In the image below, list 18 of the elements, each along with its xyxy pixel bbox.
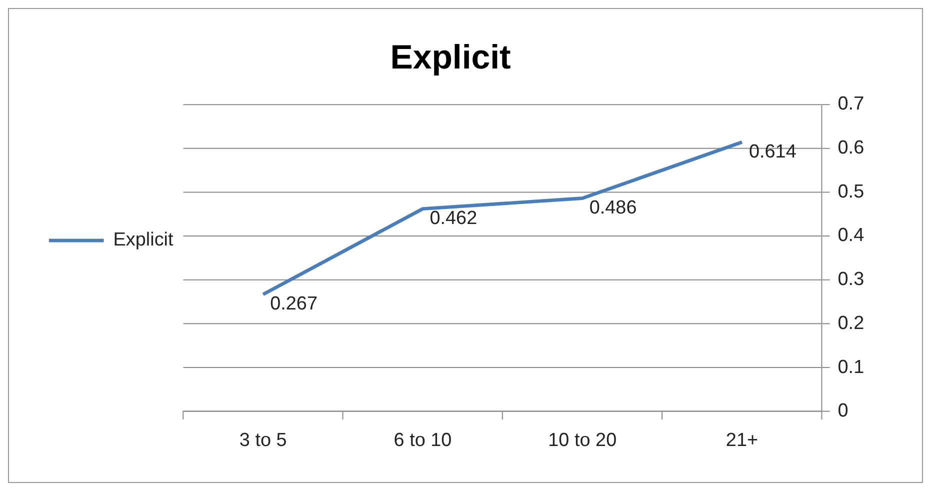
data-label: 0.267 — [270, 294, 318, 315]
legend-label: Explicit — [113, 230, 174, 251]
y-tick-label: 0.3 — [838, 269, 864, 290]
y-tick-label: 0.2 — [838, 312, 864, 334]
y-tick-label: 0.4 — [838, 225, 864, 246]
x-tick-label: 10 to 20 — [548, 430, 617, 451]
x-tick-label: 3 to 5 — [239, 430, 287, 451]
x-tick-label: 21+ — [726, 430, 758, 451]
y-tick-label: 0.5 — [838, 181, 864, 202]
y-tick-label: 0.7 — [838, 94, 864, 115]
y-tick-label: 0.6 — [838, 137, 864, 158]
y-tick-label: 0 — [838, 400, 848, 422]
data-label: 0.614 — [748, 141, 796, 162]
y-tick-label: 0.1 — [838, 356, 864, 378]
data-label: 0.462 — [430, 208, 478, 229]
x-tick-label: 6 to 10 — [394, 430, 452, 451]
chart-title: Explicit — [390, 38, 511, 77]
data-label: 0.486 — [589, 197, 637, 218]
